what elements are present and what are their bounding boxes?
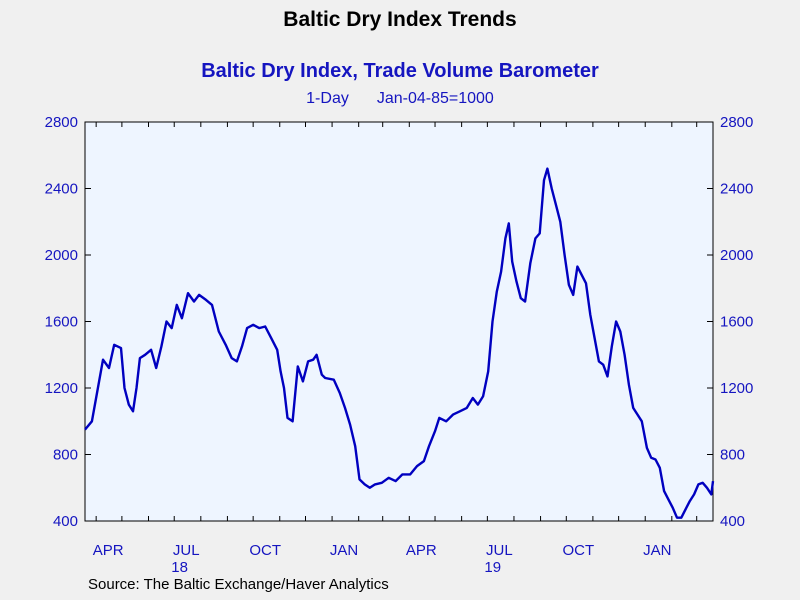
x-tick-label: APR (406, 542, 437, 559)
x-tick-label: APR (93, 542, 124, 559)
x-tick-label: OCT (249, 542, 281, 559)
y-tick-label-left: 2000 (45, 247, 78, 264)
page-title: Baltic Dry Index Trends (283, 8, 517, 31)
y-tick-label-left: 2400 (45, 181, 78, 198)
y-tick-label-left: 400 (53, 513, 78, 530)
y-tick-label-left: 1600 (45, 314, 78, 331)
x-tick-label: JUL (173, 542, 200, 559)
y-tick-label-right: 400 (720, 513, 745, 530)
x-tick-label: JUL (486, 542, 513, 559)
y-tick-label-right: 1200 (720, 380, 753, 397)
y-tick-label-right: 1600 (720, 314, 753, 331)
y-tick-label-right: 2400 (720, 181, 753, 198)
series-line (84, 167, 715, 519)
chart-base-note: Jan-04-85=1000 (376, 90, 494, 107)
y-tick-label-right: 2800 (720, 114, 753, 131)
x-tick-label: OCT (562, 542, 594, 559)
y-tick-label-right: 800 (720, 447, 745, 464)
plot-area (84, 121, 714, 522)
x-year-label: 19 (484, 559, 501, 576)
x-year-label: 18 (171, 559, 188, 576)
x-tick-label: JAN (330, 542, 358, 559)
source-note: Source: The Baltic Exchange/Haver Analyt… (88, 576, 389, 593)
chart-frequency: 1-Day (306, 90, 349, 107)
x-tick-label: JAN (643, 542, 671, 559)
chart-subtitle: 1-Day Jan-04-85=1000 (0, 90, 800, 108)
y-tick-label-left: 800 (53, 447, 78, 464)
chart-title: Baltic Dry Index, Trade Volume Barometer (201, 60, 599, 82)
y-tick-label-left: 2800 (45, 114, 78, 131)
y-tick-label-right: 2000 (720, 247, 753, 264)
y-tick-label-left: 1200 (45, 380, 78, 397)
